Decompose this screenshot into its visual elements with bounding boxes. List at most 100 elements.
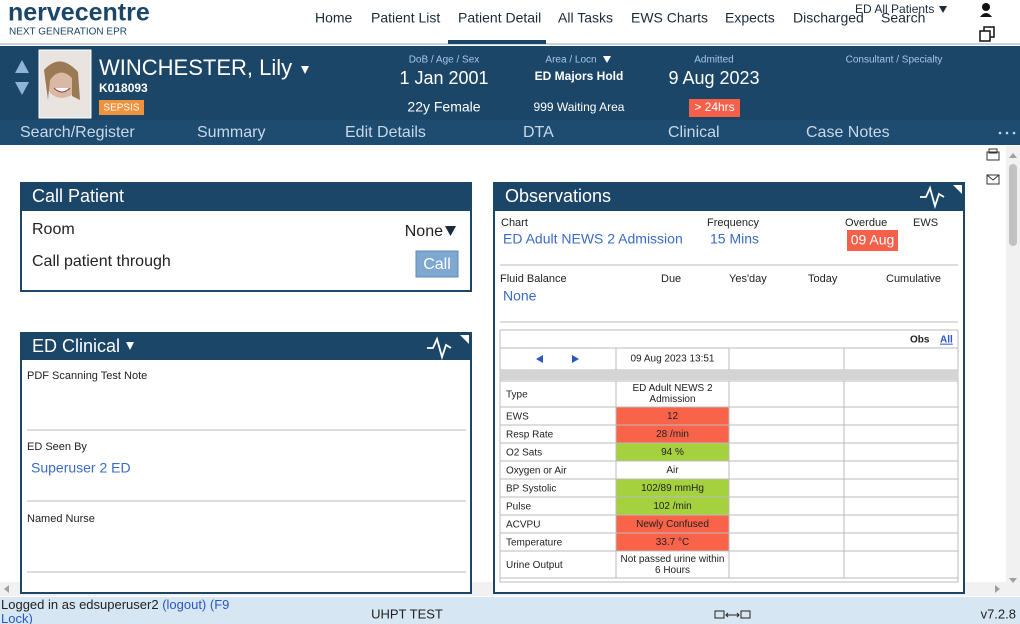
tab-bar <box>0 120 1020 145</box>
area-label: Area / Locn <box>545 55 596 66</box>
next-patient[interactable] <box>15 82 29 95</box>
name-caret[interactable] <box>301 66 309 74</box>
vertical-scroll-thumb[interactable] <box>1009 164 1017 246</box>
row-value: Newly Confused <box>636 518 709 530</box>
pulse-icon[interactable] <box>920 185 945 210</box>
row-empty-cell <box>843 442 959 462</box>
row-value-box: ED Adult NEWS 2 Admission <box>632 383 713 405</box>
tab[interactable]: Clinical <box>668 124 720 141</box>
ed-clinical-panel <box>20 332 472 594</box>
row-empty-cell <box>728 380 845 408</box>
tab[interactable]: Summary <box>197 124 265 141</box>
tab[interactable]: Search/Register <box>20 124 135 141</box>
consultant-label: Consultant / Specialty <box>846 55 943 66</box>
row-empty-cell <box>843 550 959 579</box>
row-value-box: 33.7 °C <box>656 537 689 548</box>
logged-in-as: Logged in as edsuperuser2 <box>1 598 159 612</box>
row-value: Air <box>666 464 679 476</box>
expand-corner[interactable] <box>460 335 469 344</box>
dob: 1 Jan 2001 <box>399 68 488 88</box>
chart-value[interactable]: ED Adult NEWS 2 Admission <box>503 231 683 247</box>
obs-date: 09 Aug 2023 13:51 <box>631 354 715 365</box>
device-icon <box>740 610 751 619</box>
nav-link[interactable]: Discharged <box>793 10 864 26</box>
obs-prev[interactable] <box>536 355 543 363</box>
patient-id: K018093 <box>99 81 148 95</box>
room-value[interactable]: None <box>405 223 443 240</box>
expand-corner[interactable] <box>953 185 962 194</box>
row-value: 102 /min <box>653 500 692 512</box>
scroll-down[interactable] <box>1009 578 1017 583</box>
row-empty-cell <box>728 514 845 534</box>
tab[interactable]: DTA <box>523 124 554 141</box>
user-icon-body <box>980 13 992 17</box>
call-button[interactable] <box>415 250 459 278</box>
call-button-text[interactable]: Call <box>423 256 451 273</box>
row-value: ED Adult NEWS 2 Admission <box>632 383 713 405</box>
row-empty-cell <box>843 460 959 480</box>
row-value: 94 % <box>661 446 684 458</box>
nav-link[interactable]: Home <box>315 10 353 26</box>
age-sex: 22y Female <box>407 99 480 115</box>
panel-title: ED Clinical <box>32 336 120 356</box>
nav-link[interactable]: All Tasks <box>558 10 613 26</box>
nav-link[interactable]: EWS Charts <box>631 10 708 26</box>
row-value-box: Not passed urine within 6 Hours <box>621 554 725 576</box>
print-icon[interactable] <box>986 151 1000 161</box>
call-through-label: Call patient through <box>32 253 171 270</box>
nav-link[interactable]: Patient List <box>371 10 440 26</box>
tab[interactable]: Edit Details <box>345 124 426 141</box>
fluid-label: Fluid Balance <box>500 273 567 285</box>
area: ED Majors Hold <box>535 69 624 83</box>
tab[interactable]: Case Notes <box>806 124 890 141</box>
nav-link[interactable]: Expects <box>725 10 775 26</box>
vertical-scrollbar[interactable] <box>1006 146 1020 596</box>
obs-next[interactable] <box>572 355 579 363</box>
ews-label: EWS <box>913 217 938 229</box>
row-value: 28 /min <box>656 428 689 440</box>
ed-clinical-caret[interactable] <box>126 342 134 350</box>
obs-rows: Type ED Adult NEWS 2 Admission EWS 12 Resp R… <box>499 380 959 579</box>
more-dot[interactable] <box>1005 131 1009 135</box>
lock-link[interactable]: (F9 Lock) <box>1 598 230 624</box>
row-empty-cell <box>843 424 959 444</box>
footer-user: Logged in as edsuperuser2 (logout) (F9 L… <box>0 598 246 624</box>
all-link[interactable]: All <box>940 335 953 346</box>
top-bar <box>0 0 1020 44</box>
more-dot[interactable] <box>1012 131 1016 135</box>
area-caret[interactable] <box>603 56 611 63</box>
row-value-box: 28 /min <box>656 428 689 440</box>
more-dot[interactable] <box>998 131 1002 135</box>
alert-badge-text: SEPSIS <box>103 103 139 114</box>
fluid-column: Today <box>808 273 838 285</box>
frequency-value: 15 Mins <box>710 231 759 247</box>
search-link[interactable]: Search <box>881 10 925 26</box>
row-empty-cell <box>728 478 845 498</box>
row-empty-cell <box>728 550 845 579</box>
row-label: Temperature <box>506 538 563 549</box>
footer-user-box: Logged in as edsuperuser2 (logout) (F9 L… <box>0 598 246 624</box>
row-empty-cell <box>843 380 959 408</box>
active-nav-indicator <box>448 40 546 44</box>
row-label: ACVPU <box>506 520 540 531</box>
user-icon[interactable] <box>982 3 990 11</box>
room-caret[interactable] <box>445 226 456 236</box>
filter-caret[interactable] <box>939 6 947 13</box>
logout-link[interactable]: (logout) <box>162 598 207 612</box>
scroll-right[interactable] <box>995 585 1000 593</box>
call-patient-header <box>20 182 472 211</box>
row-value-box: Newly Confused <box>636 518 709 530</box>
scroll-left[interactable] <box>4 585 9 593</box>
nav-link[interactable]: Patient Detail <box>458 10 541 26</box>
device-icon-arrow <box>725 612 740 618</box>
pulse-icon[interactable] <box>427 336 452 361</box>
scroll-up[interactable] <box>1009 153 1017 158</box>
patient-filter[interactable]: ED All Patients <box>855 2 934 16</box>
row-empty-cell <box>843 532 959 552</box>
prev-patient[interactable] <box>15 60 29 73</box>
row-value-box: 102 /min <box>653 500 692 512</box>
mail-icon[interactable] <box>986 174 1000 185</box>
observations-header <box>493 182 965 211</box>
row-label-cell <box>499 380 617 408</box>
